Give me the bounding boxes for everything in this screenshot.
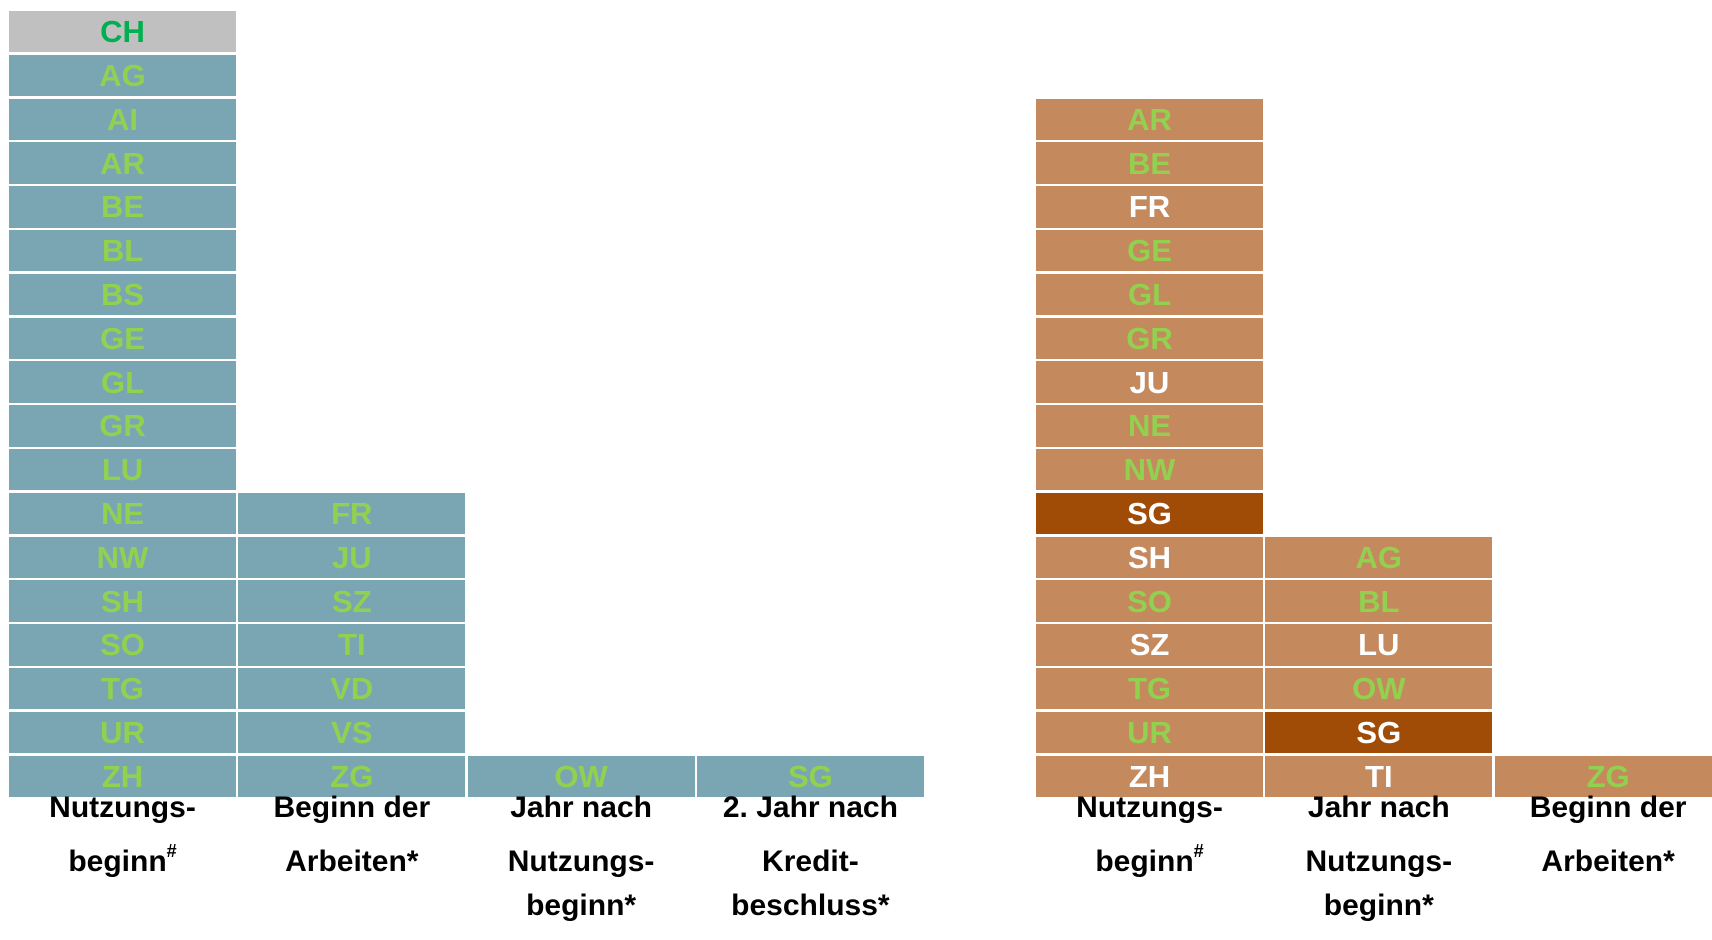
label-line: Arbeiten*: [228, 845, 475, 879]
label-text: Arbeiten*: [1541, 845, 1675, 878]
label-line: Arbeiten*: [1485, 845, 1712, 879]
cell: AI: [9, 98, 236, 140]
cell: GL: [1036, 273, 1263, 316]
cell: VD: [238, 667, 466, 710]
cell: FR: [1036, 186, 1263, 228]
cell: LU: [1265, 624, 1493, 666]
cell: SG: [1265, 711, 1493, 754]
cell: OW: [1265, 667, 1493, 710]
cell: BS: [9, 273, 236, 316]
label-line: Kredit-: [687, 845, 934, 879]
cell: UR: [9, 711, 236, 754]
superscript: #: [1193, 841, 1204, 861]
cell: BL: [9, 229, 236, 272]
superscript: #: [166, 841, 177, 861]
cell: TI: [238, 624, 466, 666]
label-text: Arbeiten*: [285, 845, 419, 878]
cell: AR: [1036, 98, 1263, 140]
cell: FR: [238, 492, 466, 535]
label-line: Nutzungs-: [1026, 791, 1273, 825]
label-text: Nutzungs-: [507, 845, 655, 878]
cell: SH: [1036, 536, 1263, 578]
label-text: Jahr nach: [1307, 791, 1450, 824]
cell: SH: [9, 580, 236, 622]
label-text: Nutzungs-: [49, 791, 196, 824]
cell: UR: [1036, 711, 1263, 754]
label-text: beginn: [68, 845, 167, 878]
column-label: Jahr nach Nutzungs-beginn*: [1255, 0, 1502, 940]
column-label: Beginn der Arbeiten*: [228, 0, 475, 940]
label-line: beginn#: [0, 841, 246, 879]
label-line: Nutzungs-: [458, 845, 705, 879]
cell: GE: [9, 317, 236, 359]
label-line: Beginn der: [1485, 791, 1712, 825]
cell: JU: [1036, 361, 1263, 403]
cell: ZG: [1494, 755, 1712, 797]
cell: SZ: [1036, 624, 1263, 666]
label-text: beginn*: [526, 889, 637, 922]
cell: TG: [9, 667, 236, 710]
cell: ZH: [9, 755, 236, 797]
column-label: Nutzungs-beginn#: [0, 0, 246, 940]
cell: GR: [1036, 317, 1263, 359]
label-line: beginn*: [458, 889, 705, 923]
cell: SG: [1036, 492, 1263, 535]
cell: TI: [1265, 755, 1493, 797]
column-label: 2. Jahr nach Kredit-beschluss*: [687, 0, 934, 940]
label-line: Beginn der: [228, 791, 475, 825]
cell: BE: [1036, 142, 1263, 184]
label-text: Nutzungs-: [1076, 791, 1223, 824]
label-line: Jahr nach: [1255, 791, 1502, 825]
label-text: 2. Jahr nach: [722, 791, 898, 824]
label-text: Jahr nach: [510, 791, 652, 824]
cell: NW: [9, 536, 236, 578]
cell: JU: [238, 536, 466, 578]
cell: SO: [9, 624, 236, 666]
cell: GL: [9, 361, 236, 403]
column-label: Jahr nach Nutzungs-beginn*: [458, 0, 705, 940]
column-label: Beginn der Arbeiten*: [1485, 0, 1712, 940]
label-text: Beginn der: [273, 791, 431, 824]
label-text: Kredit-: [762, 845, 859, 878]
column-label: Nutzungs-beginn#: [1026, 0, 1273, 940]
label-line: beschluss*: [687, 889, 934, 923]
cell: SZ: [238, 580, 466, 622]
cell: TG: [1036, 667, 1263, 710]
label-text: beschluss*: [731, 889, 890, 922]
cell: BL: [1265, 580, 1493, 622]
cell: AR: [9, 142, 236, 184]
label-line: beginn*: [1255, 889, 1502, 923]
label-line: Jahr nach: [458, 791, 705, 825]
label-text: beginn: [1095, 845, 1194, 878]
label-line: beginn#: [1026, 841, 1273, 879]
cell: BE: [9, 186, 236, 228]
cell: VS: [238, 711, 466, 754]
cell: AG: [9, 54, 236, 97]
cell: GE: [1036, 229, 1263, 272]
cell: LU: [9, 448, 236, 491]
cell: NW: [1036, 448, 1263, 491]
cell: AG: [1265, 536, 1493, 578]
cell: SG: [696, 755, 924, 797]
label-text: beginn*: [1323, 889, 1434, 922]
cell: ZG: [238, 755, 466, 797]
cell: GR: [9, 405, 236, 447]
cell: NE: [9, 492, 236, 535]
cell: ZH: [1036, 755, 1263, 797]
label-line: 2. Jahr nach: [687, 791, 934, 825]
cell: NE: [1036, 405, 1263, 447]
cell: CH: [9, 10, 236, 53]
label-text: Nutzungs-: [1305, 845, 1453, 878]
label-line: Nutzungs-: [1255, 845, 1502, 879]
cell: OW: [467, 755, 695, 797]
label-line: Nutzungs-: [0, 791, 246, 825]
cell: SO: [1036, 580, 1263, 622]
label-text: Beginn der: [1529, 791, 1687, 824]
